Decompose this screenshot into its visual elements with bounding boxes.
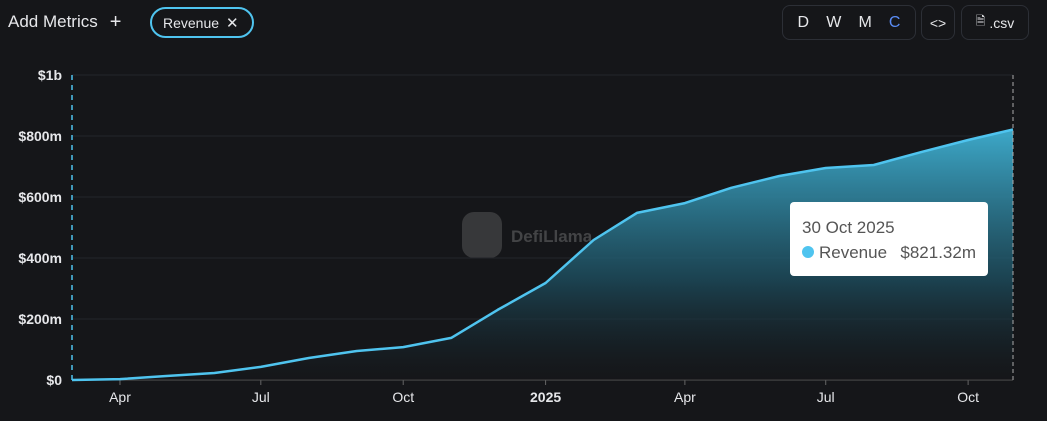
watermark-logo: [462, 212, 502, 258]
watermark: DefiLlama: [462, 212, 593, 258]
chip-close[interactable]: ✕: [226, 14, 239, 32]
period-w[interactable]: W: [826, 13, 842, 31]
embed-label: <>: [929, 14, 947, 31]
add-metrics[interactable]: Add Metrics +: [0, 5, 140, 39]
metric-chip[interactable]: Revenue ✕: [150, 7, 254, 38]
add-metrics-label: Add Metrics: [8, 12, 98, 31]
csv-label: .csv: [989, 14, 1015, 31]
x-tick-label: Jul: [817, 389, 835, 405]
y-tick-label: $200m: [18, 311, 62, 327]
x-tick-label: 2025: [530, 389, 561, 405]
tooltip-date: 30 Oct 2025: [802, 218, 895, 237]
tooltip-box: [790, 202, 988, 276]
x-tick-label: Oct: [392, 389, 414, 405]
y-tick-label: $600m: [18, 189, 62, 205]
tooltip-value: $821.32m: [900, 243, 976, 262]
period-m[interactable]: M: [858, 13, 872, 31]
watermark-text: DefiLlama: [511, 227, 593, 246]
plus-icon: +: [109, 10, 122, 33]
csv-button[interactable]: 🗎 .csv: [961, 5, 1029, 40]
y-tick-label: $1b: [38, 67, 62, 83]
y-tick-label: $400m: [18, 250, 62, 266]
csv-icon: 🗎: [975, 14, 986, 28]
x-tick-label: Oct: [957, 389, 979, 405]
embed-button[interactable]: <>: [921, 5, 955, 40]
tooltip: 30 Oct 2025 Revenue $821.32m: [790, 202, 988, 276]
x-tick-label: Jul: [252, 389, 270, 405]
y-tick-label: $0: [46, 372, 62, 388]
y-tick-label: $800m: [18, 128, 62, 144]
period-group: D W M C: [782, 5, 916, 40]
tooltip-dot: [802, 246, 814, 258]
x-tick-label: Apr: [674, 389, 696, 405]
line: [71, 128, 1014, 382]
tooltip-series: Revenue: [819, 243, 887, 262]
chip-label: Revenue: [163, 14, 220, 31]
x-tick-label: Apr: [109, 389, 131, 405]
period-d[interactable]: D: [797, 13, 810, 31]
area: [72, 129, 1013, 380]
period-c[interactable]: C: [888, 13, 901, 31]
